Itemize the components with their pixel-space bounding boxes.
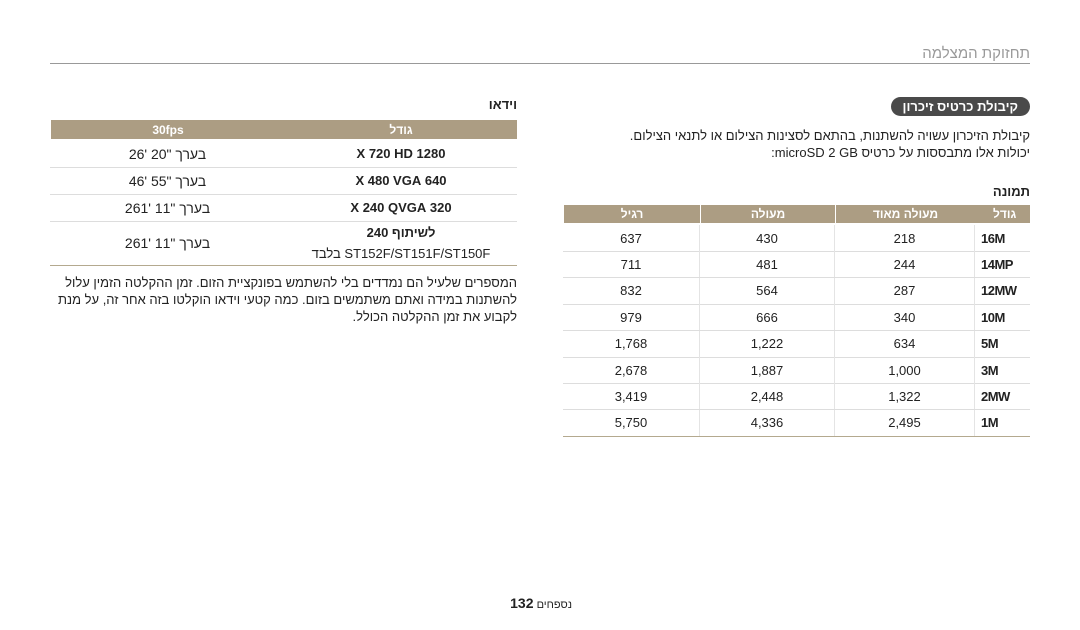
- table-cell: 4,336: [700, 409, 835, 436]
- table-header: מעולה: [700, 205, 835, 223]
- row-rule: [563, 330, 1030, 332]
- table-cell: 2,495: [835, 409, 975, 436]
- header-rule: [50, 63, 1030, 64]
- video-size: לשיתוף 240: [366, 224, 436, 240]
- table-cell: 2,448: [700, 383, 835, 410]
- table-cell: 564: [700, 277, 835, 304]
- size-icon: 5M: [981, 336, 999, 352]
- video-note: המספרים שלעיל הם נמדדים בלי להשתמש בפונק…: [58, 275, 517, 324]
- table-cell: 481: [700, 251, 835, 278]
- row-rule: [563, 251, 1030, 252]
- table-cell: 711: [563, 251, 700, 278]
- table-header: רגיל: [563, 205, 700, 223]
- table-cell: 287: [835, 277, 975, 304]
- footer-section: נספחים: [536, 599, 572, 611]
- table-cell: 637: [563, 225, 700, 251]
- size-icon: 12MW: [981, 283, 1017, 299]
- table-header: מעולה מאוד: [835, 205, 975, 223]
- row-rule: [563, 383, 1030, 384]
- row-rule: [563, 277, 1030, 279]
- table-cell: 832: [563, 277, 700, 304]
- section-heading: קיבולת כרטיס זיכרון: [890, 97, 1030, 116]
- table-header: גודל: [975, 205, 1030, 223]
- row-rule: [563, 356, 1030, 358]
- table-cell: 1,887: [700, 357, 835, 383]
- table-cell: 1,222: [700, 330, 835, 357]
- table-cell: 3,419: [563, 383, 700, 410]
- video-time: 261' 11" בערך: [124, 235, 211, 251]
- table-header: גודל: [285, 120, 517, 139]
- size-icon: 3M: [981, 362, 999, 378]
- table-cell: 340: [835, 304, 975, 331]
- video-size: 640 X 480 VGA: [355, 173, 447, 188]
- row-rule: [50, 194, 517, 195]
- size-icon: 10M: [981, 309, 1005, 325]
- table-cell: 218: [835, 225, 975, 251]
- row-rule: [50, 167, 517, 168]
- paragraph-line: יכולות אלו מתבססות על כרטיס microSD 2 GB…: [771, 145, 1030, 160]
- row-note: ST152F/ST151F/ST150F בלבד: [311, 245, 491, 261]
- table-cell: 430: [700, 225, 835, 251]
- size-icon: 2MW: [981, 388, 1010, 404]
- video-time: 261' 11" בערך: [124, 199, 211, 216]
- table-cell: 244: [835, 251, 975, 278]
- table-cell: 634: [835, 330, 975, 357]
- photo-label: תמונה: [992, 184, 1030, 199]
- video-size: 320 X 240 QVGA: [350, 200, 452, 215]
- video-size: 1280 X 720 HD: [356, 146, 446, 161]
- table-cell: 666: [700, 304, 835, 331]
- header-title: תחזוקת המצלמה: [922, 45, 1030, 62]
- size-icon: 16M: [981, 230, 1005, 246]
- row-rule: [563, 303, 1030, 305]
- video-time: 46' 55" בערך: [128, 172, 207, 189]
- row-rule: [563, 409, 1030, 411]
- table-cell: 2,678: [563, 357, 700, 383]
- footer: נספחים 132: [510, 595, 572, 611]
- video-time: 26' 20" בערך: [128, 145, 207, 162]
- footer-page: 132: [510, 595, 534, 611]
- table-cell: 1,000: [835, 357, 975, 383]
- table-cell: 5,750: [563, 409, 700, 436]
- row-rule: [50, 265, 517, 266]
- table-header: 30fps: [50, 120, 285, 139]
- table-end: [563, 436, 1030, 437]
- table-cell: 1,322: [835, 383, 975, 410]
- paragraph-line: קיבולת הזיכרון עשויה להשתנות, בהתאם לסצי…: [629, 128, 1030, 143]
- table-cell: 1,768: [563, 330, 700, 357]
- size-icon: 1M: [981, 415, 999, 431]
- video-label: וידאו: [488, 97, 517, 112]
- size-icon: 14MP: [981, 256, 1013, 272]
- row-rule: [50, 221, 517, 222]
- table-cell: 979: [563, 304, 700, 331]
